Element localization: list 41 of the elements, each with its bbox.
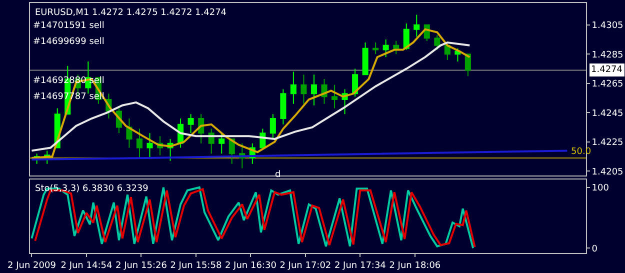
x-tick-label: 2 Jun 2009 [8,260,56,271]
y-tick-label: 0 [592,244,598,254]
candlestick [414,14,420,38]
ref-line-label: 1.4274 [591,65,623,75]
candlestick [310,74,317,106]
candlestick [290,71,296,104]
y-tick-label: 1.4285 [592,50,624,60]
x-tick-label: 2 Jun 17:02 [280,260,332,271]
x-tick-label: 2 Jun 17:34 [334,260,386,271]
candlestick [300,74,307,104]
candlestick [393,40,400,55]
y-tick-label: 1.4225 [592,138,624,148]
y-tick-label: 1.4205 [592,167,624,178]
text: EURUSD,M1 1.4272 1.4275 1.4272 1.4274 [35,8,227,18]
line-series [30,150,568,160]
candlestick [332,84,338,109]
candlestick [382,39,389,58]
candlestick [218,132,225,154]
x-tick-label: 2 Jun 14:54 [60,260,112,271]
annotation: #14699699 sell [33,37,104,47]
line-series [30,28,471,159]
candlestick [362,42,368,76]
x-tick-label: 2 Jun 18:06 [389,260,441,271]
candlestick [188,114,194,134]
x-tick-label: 2 Jun 15:58 [170,260,222,271]
text: Sto(5,3,3) 6.3830 6.3239 [35,184,149,194]
candlestick [270,114,276,140]
x-tick-label: 2 Jun 16:30 [224,260,277,271]
candlestick [136,128,142,158]
annotation: #14701591 sell [33,21,104,31]
x-tick-label: 2 Jun 15:26 [115,260,168,271]
y-tick-label: 1.4245 [592,108,624,119]
candlestick [146,132,153,158]
y-tick-label: 100 [592,184,610,194]
y-tick-label: 1.4305 [592,21,624,32]
y-tick-label: 1.4265 [592,80,624,90]
candlestick [434,34,440,50]
candlestick [372,42,379,55]
candlestick [280,88,286,125]
candlestick [85,60,92,94]
candlestick [403,22,410,50]
